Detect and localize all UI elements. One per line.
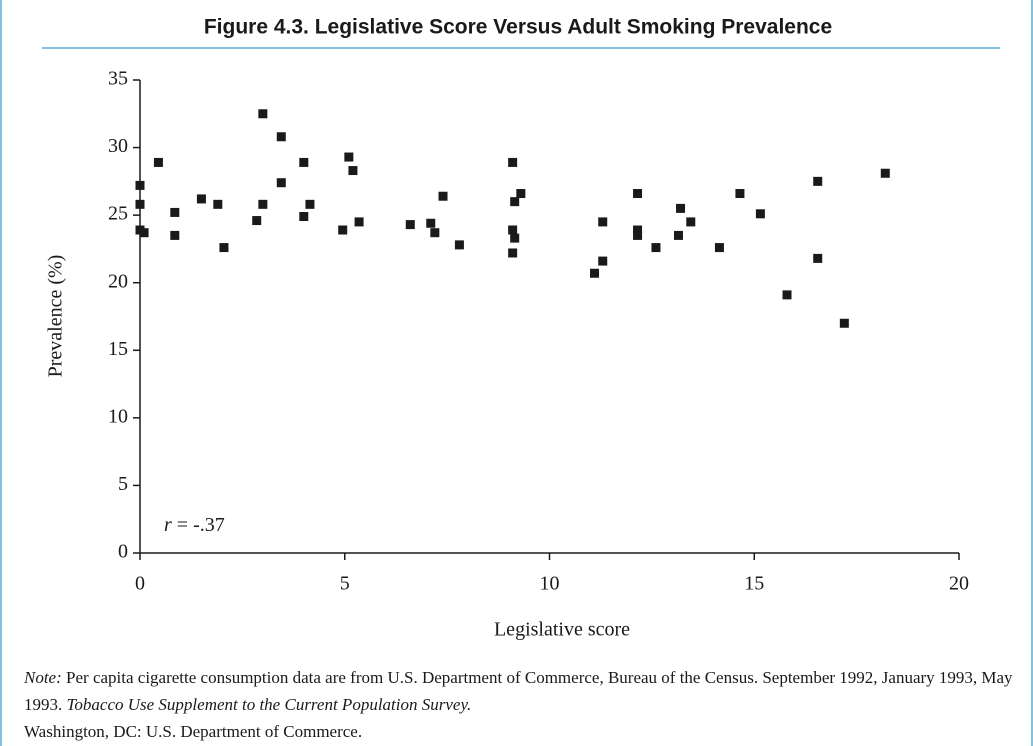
point	[305, 199, 315, 209]
point	[598, 217, 608, 227]
note-label: Note:	[24, 668, 62, 687]
annotation-text: = -.37	[177, 514, 225, 536]
x-tick-label: 5	[340, 573, 350, 595]
annotation: r = -.37	[164, 514, 225, 536]
point	[714, 243, 724, 253]
chart: Figure 4.3. Legislative Score Versus Adu…	[42, 16, 1000, 641]
point	[755, 209, 765, 219]
point	[510, 233, 520, 243]
point	[405, 220, 415, 230]
y-tick-label: 15	[108, 338, 128, 360]
annotation-symbol: r	[164, 514, 172, 536]
point	[348, 166, 358, 176]
point	[782, 290, 792, 300]
point	[426, 218, 436, 228]
point	[510, 197, 520, 207]
point	[633, 225, 643, 235]
y-tick-label: 5	[118, 473, 128, 495]
point	[153, 157, 163, 167]
point	[299, 211, 309, 221]
point	[454, 240, 464, 250]
point	[633, 230, 643, 240]
point	[590, 268, 600, 278]
point	[196, 194, 206, 204]
point	[344, 152, 354, 162]
point	[735, 189, 745, 199]
note-source-title: Tobacco Use Supplement to the Current Po…	[66, 695, 472, 714]
point	[508, 248, 518, 258]
point	[354, 217, 364, 227]
point	[673, 230, 683, 240]
point	[676, 203, 686, 213]
point	[508, 225, 518, 235]
point	[598, 256, 608, 266]
y-tick-label: 25	[108, 203, 128, 225]
point	[813, 253, 823, 263]
point	[839, 318, 849, 328]
point	[430, 228, 440, 238]
y-axis-label: Prevalence (%)	[45, 255, 67, 378]
point	[139, 228, 149, 238]
point	[258, 199, 268, 209]
x-tick-label: 10	[540, 573, 560, 595]
note: Note: Per capita cigarette consumption d…	[24, 664, 1014, 745]
chart-title: Figure 4.3. Legislative Score Versus Adu…	[204, 16, 832, 39]
x-axis-label: Legislative score	[494, 619, 630, 641]
y-tick-label: 30	[108, 135, 128, 157]
note-text: Washington, DC: U.S. Department of Comme…	[24, 722, 363, 741]
note-text: Per capita cigarette consumption data ar…	[24, 668, 1013, 714]
x-tick-label: 0	[135, 573, 145, 595]
point	[299, 157, 309, 167]
point	[508, 157, 518, 167]
point	[276, 132, 286, 142]
y-tick-label: 0	[118, 541, 128, 563]
point	[258, 109, 268, 119]
point	[170, 207, 180, 217]
point	[338, 225, 348, 235]
point	[651, 243, 661, 253]
point	[252, 216, 262, 226]
point	[438, 191, 448, 201]
y-tick-label: 35	[108, 68, 128, 90]
point	[170, 230, 180, 240]
point	[633, 189, 643, 199]
point	[135, 180, 145, 190]
point	[213, 199, 223, 209]
point	[135, 199, 145, 209]
point	[686, 217, 696, 227]
x-tick-label: 20	[949, 573, 969, 595]
point	[219, 243, 229, 253]
y-tick-label: 20	[108, 270, 128, 292]
point	[276, 178, 286, 188]
x-tick-label: 15	[744, 573, 764, 595]
point	[813, 176, 823, 186]
point	[880, 168, 890, 178]
point	[516, 189, 526, 199]
y-tick-label: 10	[108, 405, 128, 427]
